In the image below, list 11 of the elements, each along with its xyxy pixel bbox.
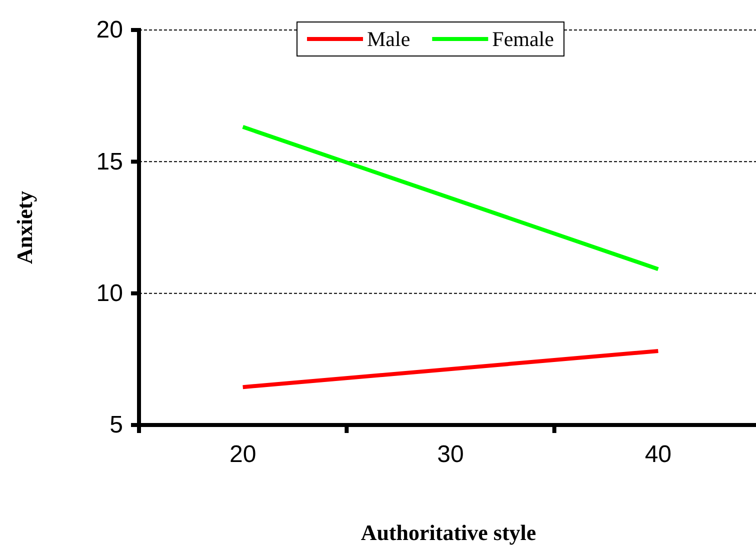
legend-label: Male [367, 27, 410, 51]
y-tick-label: 15 [96, 148, 123, 176]
y-tick-label: 10 [96, 280, 123, 308]
x-axis-title: Authoritative style [360, 520, 536, 545]
y-tick-label: 20 [96, 16, 123, 44]
x-tick-label: 20 [229, 441, 256, 468]
x-tick-label: 30 [437, 441, 464, 468]
y-axis-title: Anxiety [12, 190, 37, 264]
x-tick-label: 40 [644, 441, 672, 468]
y-tick-label: 5 [110, 412, 123, 439]
legend-label: Female [492, 27, 554, 51]
